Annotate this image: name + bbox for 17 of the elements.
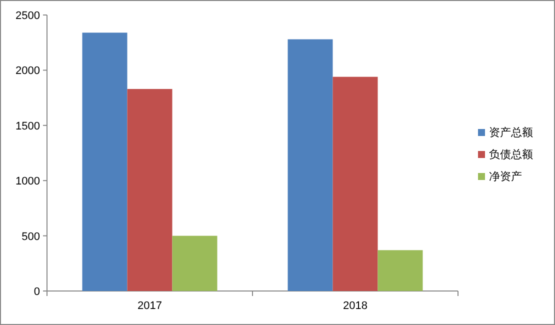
x-tick-label: 2017	[138, 300, 162, 312]
y-tick-label: 1500	[16, 120, 40, 132]
y-tick-label: 1000	[16, 176, 40, 188]
y-tick-label: 0	[34, 286, 40, 298]
bar	[82, 32, 128, 291]
bar	[378, 250, 423, 291]
bar	[332, 76, 378, 291]
y-tick-label: 500	[22, 230, 40, 243]
x-tick-label: 2018	[343, 300, 368, 312]
y-tick-label: 2000	[16, 65, 40, 78]
bar	[288, 39, 333, 291]
legend-label: 资产总额	[489, 126, 533, 139]
legend-label: 负债总额	[489, 148, 533, 161]
bar	[172, 236, 218, 291]
legend-label: 净资产	[489, 170, 522, 183]
bar	[127, 88, 172, 291]
y-tick-label: 2500	[16, 10, 40, 22]
